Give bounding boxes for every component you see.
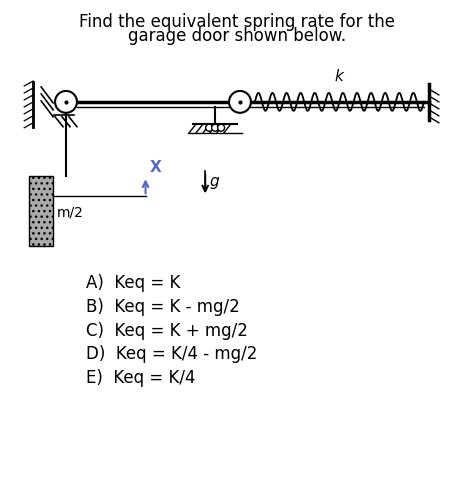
Bar [29, 177, 53, 246]
Text: garage door shown below.: garage door shown below. [128, 27, 346, 45]
Circle shape [55, 92, 77, 114]
Text: E)  Keq = K/4: E) Keq = K/4 [86, 369, 195, 387]
Text: X: X [149, 160, 161, 175]
Circle shape [229, 92, 251, 114]
Text: k: k [335, 69, 344, 84]
Text: D)  Keq = K/4 - mg/2: D) Keq = K/4 - mg/2 [86, 345, 257, 363]
Text: Find the equivalent spring rate for the: Find the equivalent spring rate for the [79, 14, 395, 32]
Circle shape [212, 125, 219, 132]
Circle shape [206, 125, 213, 132]
Text: B)  Keq = K - mg/2: B) Keq = K - mg/2 [86, 297, 240, 315]
Circle shape [218, 125, 225, 132]
Text: C)  Keq = K + mg/2: C) Keq = K + mg/2 [86, 321, 248, 339]
Text: A)  Keq = K: A) Keq = K [86, 274, 180, 291]
Text: g: g [209, 174, 219, 189]
Text: m/2: m/2 [57, 205, 84, 219]
